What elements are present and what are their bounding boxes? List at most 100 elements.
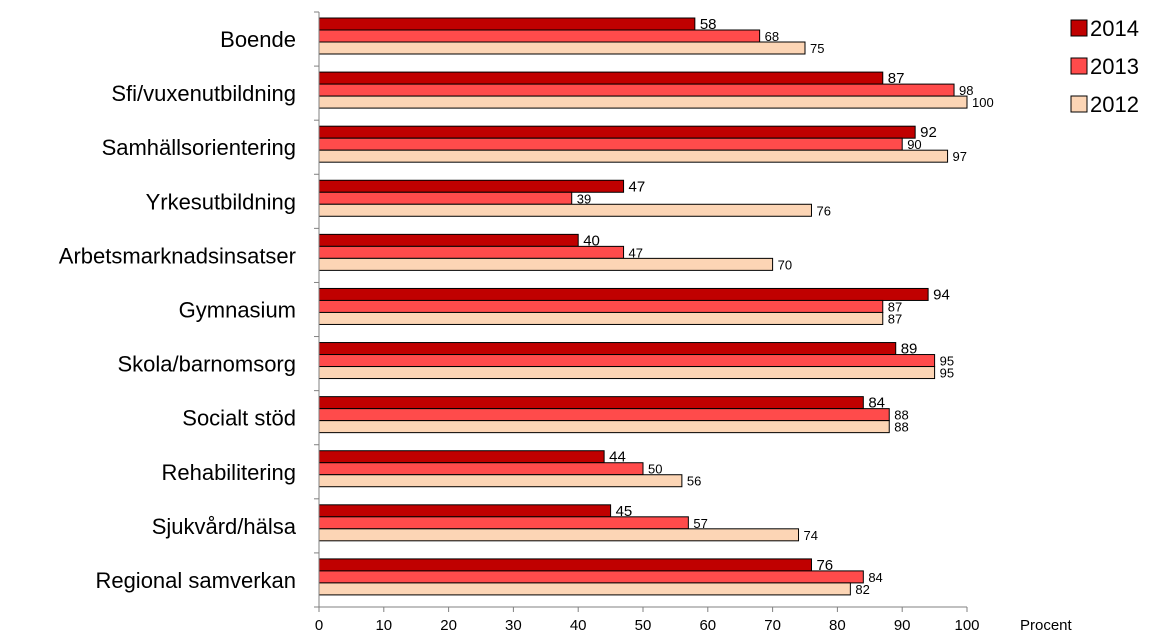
bars-layer xyxy=(318,17,968,596)
category-label: Regional samverkan xyxy=(95,568,296,593)
bar-2014 xyxy=(318,233,579,247)
category-label: Sjukvård/hälsa xyxy=(152,514,297,539)
data-label: 39 xyxy=(577,191,591,206)
data-label: 88 xyxy=(894,420,908,435)
data-label: 95 xyxy=(940,366,954,381)
legend-label: 2014 xyxy=(1090,16,1139,41)
data-label: 87 xyxy=(888,299,902,314)
data-label: 100 xyxy=(972,95,994,110)
bar-2012 xyxy=(318,366,936,380)
x-tick-label: 30 xyxy=(505,617,522,634)
bar-2013 xyxy=(318,29,761,43)
data-label: 76 xyxy=(816,557,833,574)
bar-2013 xyxy=(318,354,936,368)
x-tick-label: 90 xyxy=(894,617,911,634)
bar-2013 xyxy=(318,299,884,313)
data-label: 98 xyxy=(959,83,973,98)
data-label: 70 xyxy=(778,257,792,272)
data-label: 97 xyxy=(953,149,967,164)
data-label: 58 xyxy=(700,16,717,33)
bar-2014 xyxy=(318,558,812,572)
data-label: 84 xyxy=(868,395,885,412)
category-label: Yrkesutbildning xyxy=(146,189,296,214)
bar-2014 xyxy=(318,504,612,518)
bar-2013 xyxy=(318,83,955,97)
bar-2014 xyxy=(318,396,864,410)
data-label: 82 xyxy=(855,582,869,597)
data-label: 90 xyxy=(907,137,921,152)
category-label: Samhällsorientering xyxy=(102,135,296,160)
category-label: Sfi/vuxenutbildning xyxy=(111,81,296,106)
bar-2012 xyxy=(318,95,968,109)
data-label: 57 xyxy=(693,516,707,531)
x-tick-label: 80 xyxy=(829,617,846,634)
data-label: 44 xyxy=(609,449,626,466)
bar-2012 xyxy=(318,528,800,542)
bar-2014 xyxy=(318,17,696,31)
bar-2014 xyxy=(318,287,929,301)
bar-2014 xyxy=(318,450,605,464)
x-tick-label: 60 xyxy=(699,617,716,634)
bar-2012 xyxy=(318,474,683,488)
legend-label: 2012 xyxy=(1090,92,1139,117)
bar-2013 xyxy=(318,516,689,530)
data-label: 75 xyxy=(810,41,824,56)
bar-2014 xyxy=(318,71,884,85)
bar-2012 xyxy=(318,311,884,325)
x-tick-label: 0 xyxy=(315,617,323,634)
bar-2012 xyxy=(318,257,774,271)
data-label: 76 xyxy=(816,203,830,218)
x-tick-label: 10 xyxy=(375,617,392,634)
data-label: 74 xyxy=(804,528,818,543)
bar-2013 xyxy=(318,245,625,259)
x-tick-label: 40 xyxy=(570,617,587,634)
bar-2013 xyxy=(318,462,644,476)
bar-2012 xyxy=(318,41,806,55)
category-label: Socialt stöd xyxy=(182,406,296,431)
bar-2013 xyxy=(318,408,890,422)
legend-label: 2013 xyxy=(1090,54,1139,79)
bar-2012 xyxy=(318,149,949,163)
axis-layer xyxy=(314,11,968,612)
bar-2014 xyxy=(318,125,916,139)
data-label: 47 xyxy=(629,178,646,195)
data-label: 88 xyxy=(894,408,908,423)
labels-layer: 0 10 20 30 40 50 60 70 80 90 100 Boende 58 68 75 Sfi/vu… xyxy=(59,16,994,634)
data-label: 47 xyxy=(629,245,643,260)
data-label: 87 xyxy=(888,311,902,326)
data-label: 84 xyxy=(868,570,882,585)
data-label: 50 xyxy=(648,462,662,477)
bar-2013 xyxy=(318,570,864,584)
data-label: 56 xyxy=(687,474,701,489)
bar-2012 xyxy=(318,420,890,434)
x-tick-label: 100 xyxy=(954,617,979,634)
data-label: 40 xyxy=(583,232,600,249)
category-label: Boende xyxy=(220,27,296,52)
data-label: 45 xyxy=(616,503,633,520)
bar-2012 xyxy=(318,203,812,217)
legend: 2014 2013 2012 xyxy=(1070,16,1139,117)
bar-2014 xyxy=(318,342,897,356)
legend-swatch xyxy=(1070,95,1088,113)
data-label: 68 xyxy=(765,29,779,44)
x-tick-label: 50 xyxy=(635,617,652,634)
data-label: 92 xyxy=(920,124,937,141)
bar-2013 xyxy=(318,137,903,151)
legend-swatch xyxy=(1070,19,1088,37)
data-label: 89 xyxy=(901,341,918,358)
data-label: 94 xyxy=(933,286,950,303)
bar-2013 xyxy=(318,191,573,205)
data-label: 95 xyxy=(940,354,954,369)
category-label: Rehabilitering xyxy=(161,460,296,485)
category-label: Skola/barnomsorg xyxy=(117,352,296,377)
category-label: Arbetsmarknadsinsatser xyxy=(59,243,296,268)
category-label: Gymnasium xyxy=(179,298,296,323)
legend-swatch xyxy=(1070,57,1088,75)
x-tick-label: 20 xyxy=(440,617,457,634)
bar-2012 xyxy=(318,582,851,596)
x-axis-title: Procent xyxy=(1020,617,1073,634)
x-tick-label: 70 xyxy=(764,617,781,634)
data-label: 87 xyxy=(888,70,905,87)
